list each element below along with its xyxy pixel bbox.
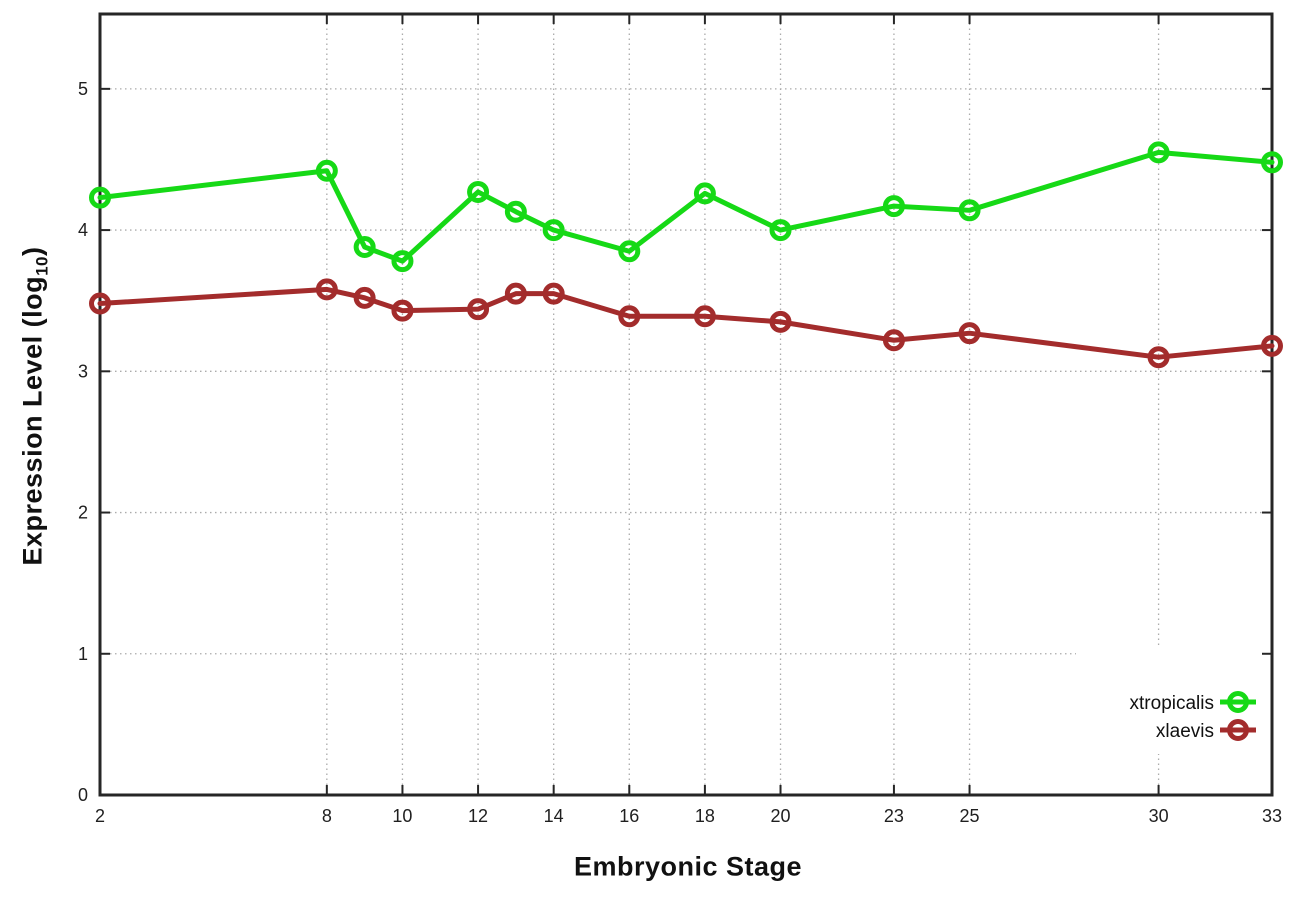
data-point-xlaevis-stage-9 xyxy=(353,286,376,309)
x-tick-label-16: 16 xyxy=(619,806,639,826)
data-point-xtropicalis-stage-33 xyxy=(1261,151,1283,174)
legend-label-xtropicalis: xtropicalis xyxy=(1130,693,1214,714)
data-point-xtropicalis-stage-10 xyxy=(391,250,414,273)
data-point-xlaevis-stage-18 xyxy=(693,305,716,328)
y-tick-label-0: 0 xyxy=(78,785,88,805)
data-point-xtropicalis-stage-30 xyxy=(1147,141,1170,164)
x-tick-label-33: 33 xyxy=(1262,806,1282,826)
y-tick-label-1: 1 xyxy=(78,644,88,664)
x-axis-title: Embryonic Stage xyxy=(573,851,803,882)
y-tick-label-2: 2 xyxy=(78,503,88,523)
data-point-xtropicalis-stage-2 xyxy=(89,186,111,209)
x-tick-label-18: 18 xyxy=(695,806,715,826)
data-point-xlaevis-stage-2 xyxy=(89,292,111,315)
data-point-xlaevis-stage-10 xyxy=(391,299,414,322)
data-point-xlaevis-stage-14 xyxy=(542,282,565,305)
series-line-xtropicalis xyxy=(97,149,1275,264)
data-point-xlaevis-stage-25 xyxy=(958,322,981,345)
y-tick-label-3: 3 xyxy=(78,361,88,381)
x-tick-label-12: 12 xyxy=(468,806,488,826)
data-point-xlaevis-stage-16 xyxy=(618,305,641,328)
legend-marker-xtropicalis xyxy=(1227,691,1249,713)
y-tick-label-5: 5 xyxy=(78,79,88,99)
data-point-xtropicalis-stage-13 xyxy=(504,200,527,223)
x-tick-label-8: 8 xyxy=(322,806,332,826)
x-tick-label-2: 2 xyxy=(95,806,105,826)
data-point-xlaevis-stage-8 xyxy=(315,278,338,301)
x-tick-label-23: 23 xyxy=(884,806,904,826)
data-point-xlaevis-stage-20 xyxy=(769,310,792,333)
y-axis-title-subscript: 10 xyxy=(32,255,52,276)
y-axis-title-text: Expression Level (log xyxy=(17,275,48,566)
y-tick-label-4: 4 xyxy=(78,220,88,240)
data-point-xtropicalis-stage-12 xyxy=(467,180,490,203)
data-point-xlaevis-stage-13 xyxy=(504,282,527,305)
x-tick-label-20: 20 xyxy=(771,806,791,826)
data-point-xlaevis-stage-23 xyxy=(882,329,905,352)
x-tick-label-25: 25 xyxy=(960,806,980,826)
data-point-xtropicalis-stage-9 xyxy=(353,236,376,259)
plot-border xyxy=(98,12,1274,797)
data-point-xtropicalis-stage-18 xyxy=(693,182,716,205)
y-axis-title: Expression Level (log10) xyxy=(17,246,52,566)
x-tick-label-10: 10 xyxy=(392,806,412,826)
data-point-xtropicalis-stage-14 xyxy=(542,219,565,242)
data-point-xtropicalis-stage-23 xyxy=(882,195,905,218)
data-point-xlaevis-stage-30 xyxy=(1147,346,1170,369)
data-point-xtropicalis-stage-8 xyxy=(315,159,338,182)
data-point-xtropicalis-stage-25 xyxy=(958,199,981,222)
data-point-xlaevis-stage-12 xyxy=(467,298,490,321)
data-point-xlaevis-stage-33 xyxy=(1261,334,1283,357)
series-line-xlaevis xyxy=(97,286,1275,360)
data-point-xtropicalis-stage-20 xyxy=(769,219,792,242)
data-point-xtropicalis-stage-16 xyxy=(618,240,641,263)
legend-label-xlaevis: xlaevis xyxy=(1156,721,1214,742)
legend-marker-xlaevis xyxy=(1227,719,1249,741)
x-tick-label-30: 30 xyxy=(1149,806,1169,826)
x-tick-label-14: 14 xyxy=(544,806,564,826)
